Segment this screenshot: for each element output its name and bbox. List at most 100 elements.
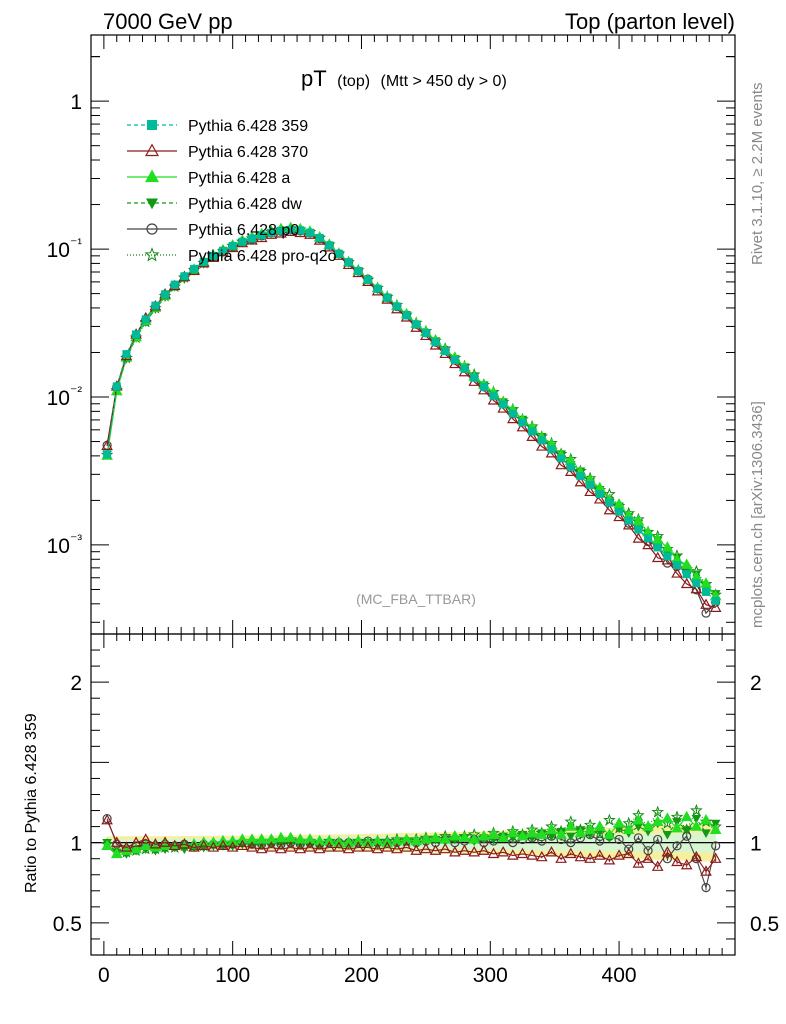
series-point	[508, 409, 517, 418]
series-point	[692, 579, 701, 588]
process-label: Top (parton level)	[565, 9, 735, 34]
ratio-point	[362, 841, 374, 852]
ratio-point	[236, 833, 249, 844]
series-point	[615, 507, 624, 516]
ratio-point	[526, 826, 538, 838]
ratio-point	[690, 820, 703, 831]
series-line-1	[106, 231, 716, 609]
series-point	[584, 485, 596, 497]
series-point	[421, 329, 430, 338]
series-point	[653, 543, 662, 552]
series-point	[402, 311, 411, 320]
ratio-point	[294, 842, 307, 854]
x-tick-label: 200	[344, 964, 379, 987]
series-point	[132, 330, 141, 339]
ratio-point	[506, 849, 519, 860]
series-point	[576, 472, 585, 481]
ratio-point	[265, 841, 278, 852]
series-point	[663, 552, 672, 561]
series-point	[441, 347, 450, 356]
ratio-point	[700, 865, 712, 876]
series-point	[499, 400, 508, 409]
ratio-point	[449, 846, 461, 857]
series-point	[537, 436, 546, 445]
ratio-point	[603, 828, 616, 839]
ratio-point	[420, 842, 432, 854]
ratio-y-tick-label-right: 1	[750, 833, 762, 856]
ratio-point	[284, 841, 297, 852]
series-point	[383, 293, 392, 302]
y-tick-label: 10⁻³	[47, 531, 83, 558]
series-point	[632, 514, 645, 526]
x-tick-label: 400	[602, 964, 637, 987]
series-point	[101, 439, 113, 451]
ratio-point	[622, 823, 635, 835]
ratio-point	[371, 842, 384, 854]
ratio-point	[313, 842, 326, 854]
ratio-point	[545, 846, 558, 857]
series-point	[566, 463, 575, 472]
ratio-point	[449, 829, 461, 841]
series-point	[257, 231, 266, 240]
series-point	[412, 320, 421, 329]
ratio-y-tick-label: 2	[70, 672, 82, 695]
y-tick-label: 10⁻¹	[47, 235, 83, 262]
ratio-point	[342, 836, 355, 847]
series-point	[460, 364, 469, 373]
ratio-point	[642, 852, 654, 863]
ratio-point	[197, 839, 210, 851]
legend-label: Pythia 6.428 p0	[188, 222, 299, 239]
ratio-point	[429, 831, 442, 843]
y-tick-exponent: ⁻³	[70, 531, 82, 547]
series-line-0	[106, 229, 717, 602]
ratio-point	[690, 850, 703, 862]
ratio-point	[613, 849, 625, 860]
legend-label: Pythia 6.428 dw	[188, 196, 302, 213]
ratio-point	[555, 828, 567, 839]
plot-title-small: (top)	[337, 73, 370, 90]
series-point	[518, 418, 527, 427]
ratio-point	[593, 820, 606, 831]
ratio-point	[709, 852, 722, 863]
series-point	[354, 266, 363, 275]
x-tick-label: 0	[98, 964, 110, 987]
ratio-point	[478, 829, 490, 841]
ratio-point	[236, 839, 249, 851]
series-point	[209, 251, 218, 260]
ratio-point	[642, 820, 654, 831]
series-point	[238, 237, 247, 246]
ratio-point	[410, 844, 423, 855]
ratio-point	[711, 841, 721, 851]
series-point	[276, 226, 285, 235]
ratio-point	[497, 846, 509, 857]
series-point	[248, 234, 256, 243]
series-point	[228, 241, 237, 250]
ratio-point	[633, 833, 644, 843]
ratio-point	[709, 823, 722, 835]
ratio-y-tick-label-right: 0.5	[750, 913, 779, 936]
ratio-point	[110, 836, 123, 847]
ratio-point	[120, 844, 133, 855]
series-point	[103, 450, 112, 459]
plot-title-main: pT	[301, 66, 327, 91]
series-point	[112, 382, 121, 391]
ratio-point	[468, 846, 481, 857]
ratio-point	[149, 838, 162, 849]
ratio-point	[226, 841, 239, 852]
ratio-point	[574, 826, 587, 838]
ratio-point	[653, 834, 663, 845]
legend-marker	[146, 198, 158, 210]
series-point	[286, 225, 295, 234]
y-tick-exponent: ⁻¹	[70, 235, 82, 251]
series-point	[528, 427, 537, 436]
x-tick-label: 100	[215, 964, 250, 987]
ratio-point	[555, 852, 567, 863]
series-point	[180, 272, 189, 281]
legend-label: Pythia 6.428 359	[188, 118, 308, 135]
mcplots-label: mcplots.cern.ch [arXiv:1306.3436]	[749, 401, 766, 628]
ratio-point	[497, 831, 509, 843]
ratio-point	[110, 847, 123, 859]
ratio-point	[323, 841, 336, 852]
ratio-point	[130, 842, 142, 854]
